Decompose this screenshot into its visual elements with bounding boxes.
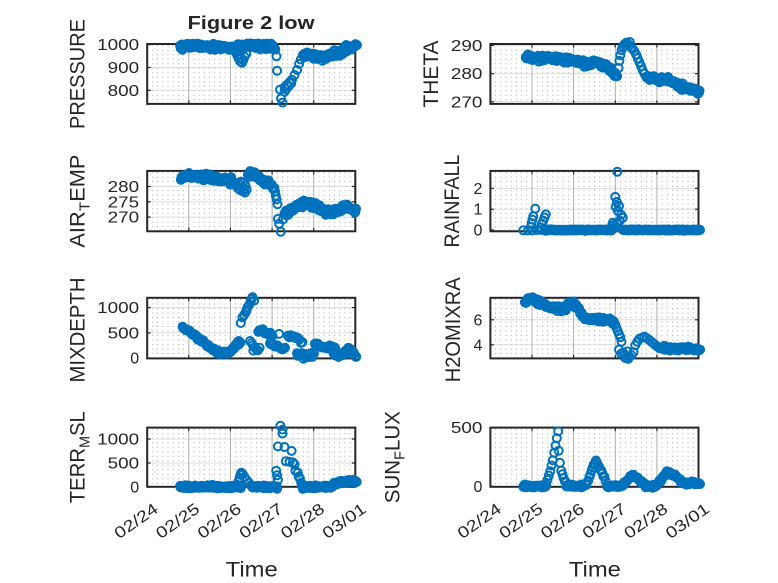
svg-text:280: 280	[451, 66, 483, 83]
svg-text:900: 900	[108, 60, 140, 77]
svg-text:MIXDEPTH: MIXDEPTH	[66, 278, 89, 383]
svg-text:500: 500	[108, 325, 140, 342]
svg-text:280: 280	[108, 179, 140, 196]
svg-text:1000: 1000	[97, 300, 139, 317]
svg-text:500: 500	[451, 420, 483, 437]
svg-text:500: 500	[108, 456, 140, 473]
svg-text:AIRT​EMP: AIRT​EMP	[66, 155, 93, 248]
svg-text:0: 0	[130, 480, 139, 497]
svg-text:Time: Time	[226, 558, 278, 581]
svg-text:270: 270	[108, 210, 140, 227]
svg-text:6: 6	[473, 312, 482, 329]
svg-text:2: 2	[473, 181, 482, 198]
svg-text:0: 0	[130, 351, 139, 368]
svg-text:Time: Time	[569, 558, 621, 581]
svg-text:TERRM​SL: TERRM​SL	[66, 411, 93, 503]
svg-text:270: 270	[451, 94, 483, 111]
svg-text:4: 4	[473, 337, 482, 354]
svg-text:SUNF​LUX: SUNF​LUX	[382, 411, 409, 503]
svg-text:1000: 1000	[97, 37, 139, 54]
svg-text:THETA: THETA	[420, 41, 443, 108]
svg-text:1: 1	[473, 202, 482, 219]
svg-text:PRESSURE: PRESSURE	[66, 19, 89, 129]
svg-text:H2OMIXRA: H2OMIXRA	[442, 277, 465, 382]
svg-text:275: 275	[108, 194, 140, 211]
svg-text:290: 290	[451, 38, 483, 55]
svg-text:Figure 2 low: Figure 2 low	[188, 13, 316, 33]
svg-text:RAINFALL: RAINFALL	[441, 155, 464, 248]
svg-text:0: 0	[473, 223, 482, 240]
svg-text:800: 800	[108, 83, 140, 100]
svg-text:0: 0	[473, 479, 482, 496]
svg-text:1000: 1000	[97, 432, 139, 449]
